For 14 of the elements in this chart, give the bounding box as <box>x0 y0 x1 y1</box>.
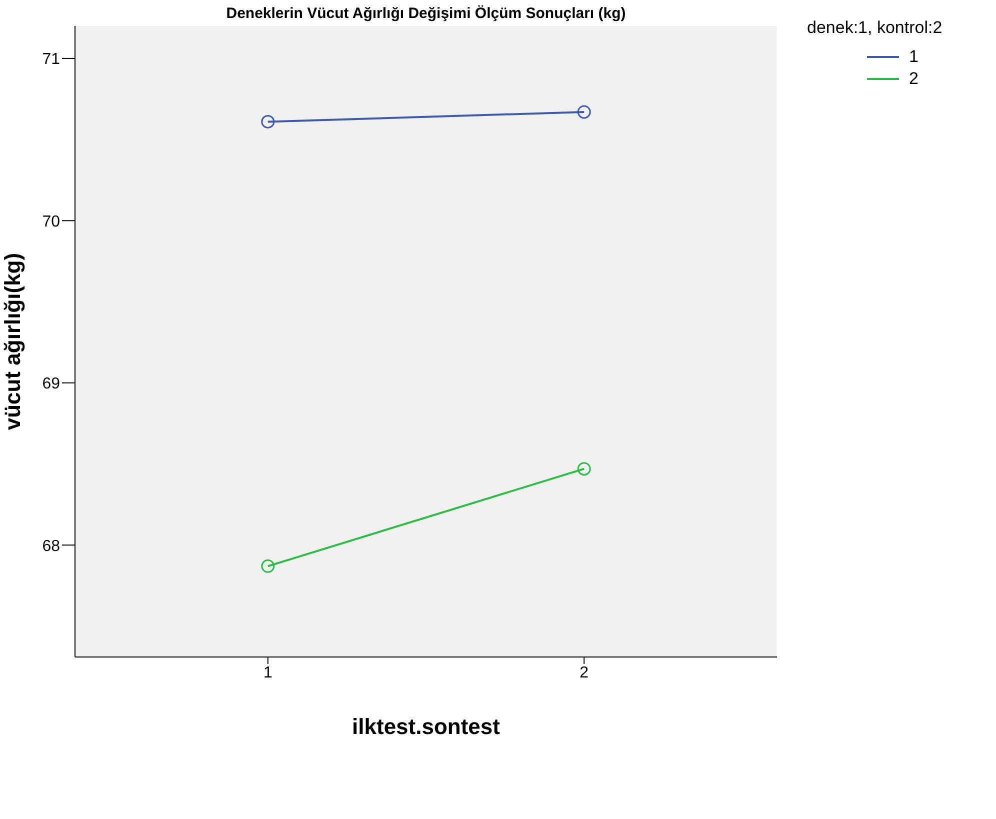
y-tick-label: 68 <box>42 538 60 555</box>
legend-label: 2 <box>909 69 918 89</box>
point <box>261 559 275 573</box>
y-axis-title: vücut ağırlığı(kg) <box>0 252 25 430</box>
y-tick-label: 69 <box>42 376 60 393</box>
chart-title: Deneklerin Vücut Ağırlığı Değişimi Ölçüm Sonuçları (kg) <box>225 5 627 22</box>
legend-label: 1 <box>909 47 918 67</box>
legend-title: denek:1, kontrol:2 <box>807 18 942 38</box>
point <box>577 462 591 476</box>
x-axis-title: ilktest.sontest <box>352 714 501 739</box>
point <box>261 114 275 128</box>
point <box>577 105 591 119</box>
y-tick-label: 70 <box>42 213 60 230</box>
y-tick-label: 71 <box>42 51 60 68</box>
